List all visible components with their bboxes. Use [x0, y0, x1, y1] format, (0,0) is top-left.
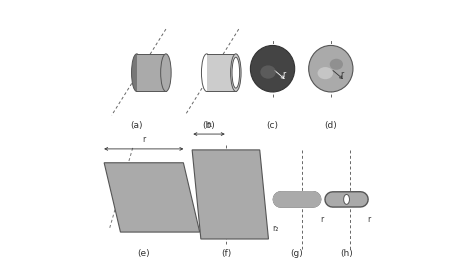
Ellipse shape [230, 54, 241, 92]
Text: (g): (g) [291, 249, 303, 258]
Ellipse shape [344, 194, 349, 204]
Ellipse shape [201, 54, 212, 92]
Text: (d): (d) [324, 121, 337, 130]
Text: r₁: r₁ [206, 120, 212, 129]
Ellipse shape [260, 65, 276, 79]
Polygon shape [192, 150, 268, 239]
Text: (b): (b) [202, 121, 215, 130]
Ellipse shape [161, 54, 171, 92]
Polygon shape [137, 54, 166, 92]
Text: (c): (c) [266, 121, 279, 130]
Ellipse shape [131, 54, 142, 92]
Ellipse shape [250, 45, 295, 92]
Ellipse shape [309, 45, 353, 92]
Polygon shape [207, 54, 236, 92]
Text: r: r [142, 134, 146, 143]
Text: (f): (f) [221, 249, 231, 258]
Text: r: r [229, 83, 232, 92]
Text: (a): (a) [130, 121, 143, 130]
Ellipse shape [318, 67, 333, 79]
Ellipse shape [232, 57, 240, 88]
Text: r: r [160, 77, 163, 86]
Text: (h): (h) [340, 249, 353, 258]
Polygon shape [104, 163, 200, 232]
Text: r: r [367, 215, 370, 224]
Text: r: r [282, 70, 285, 79]
Text: r₂: r₂ [272, 223, 279, 233]
Text: (e): (e) [137, 249, 150, 258]
Text: r: r [320, 215, 323, 224]
Text: r: r [340, 70, 344, 79]
Ellipse shape [330, 59, 343, 70]
